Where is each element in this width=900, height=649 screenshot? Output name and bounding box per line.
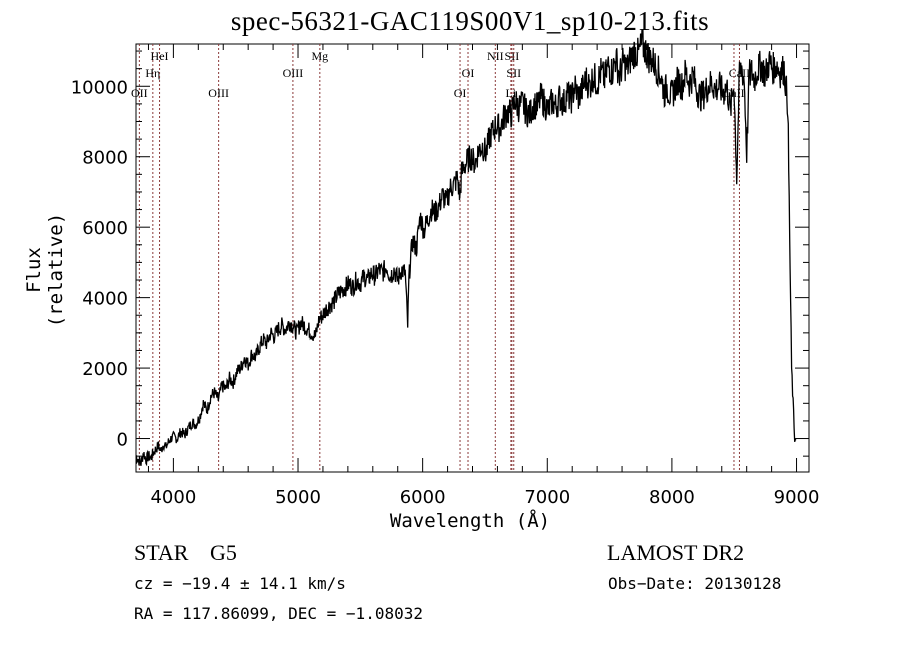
y-tick-label: 10000	[71, 77, 128, 98]
survey-name: LAMOST DR2	[607, 540, 745, 565]
obs-date: Obs−Date: 20130128	[608, 574, 782, 593]
emission-line-label: SII	[505, 49, 520, 63]
object-subclass: G5	[210, 540, 237, 565]
chart-title: spec-56321-GAC119S00V1_sp10-213.fits	[230, 6, 710, 36]
x-tick-label: 4000	[150, 487, 196, 508]
x-axis-label: Wavelength (Å)	[389, 510, 551, 532]
coordinates: RA = 117.86099, DEC = −1.08032	[134, 604, 423, 623]
x-tick-label: 5000	[275, 487, 321, 508]
x-tick-label: 9000	[774, 487, 820, 508]
x-tick-label: 6000	[400, 487, 446, 508]
emission-line-label: SII	[506, 66, 521, 80]
emission-line-label: HeI	[151, 49, 169, 63]
emission-line-label: Li	[506, 86, 517, 100]
y-tick-label: 2000	[82, 359, 128, 380]
y-tick-label: 8000	[82, 148, 128, 169]
redshift-text: cz = −19.4 ± 14.1 km/s	[134, 574, 346, 593]
x-tick-label: 7000	[524, 487, 570, 508]
emission-line-label: Mg	[311, 49, 328, 63]
emission-line-label: OIII	[283, 66, 304, 80]
y-tick-label: 0	[117, 430, 128, 451]
object-class: STAR	[134, 540, 189, 565]
x-tick-label: 8000	[649, 487, 695, 508]
spectrum-line	[135, 29, 797, 467]
emission-line-label: Hη	[145, 66, 160, 80]
emission-line-label: NII	[487, 49, 504, 63]
y-tick-label: 6000	[82, 218, 128, 239]
plot-frame	[135, 43, 810, 473]
emission-line-label: OI	[462, 66, 475, 80]
y-axis-label: Flux (relative)	[23, 212, 67, 328]
emission-line-label: OIII	[208, 86, 229, 100]
emission-line-label: OII	[131, 86, 148, 100]
y-tick-label: 4000	[82, 289, 128, 310]
emission-line-label: OI	[454, 86, 467, 100]
